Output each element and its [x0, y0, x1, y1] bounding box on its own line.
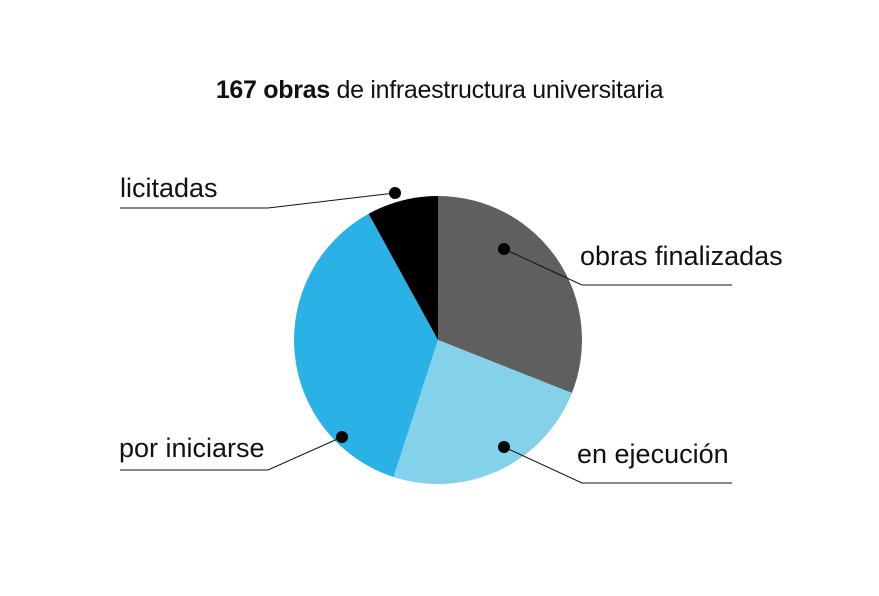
- callout-dot: [389, 187, 401, 199]
- pie-slice-2: [393, 340, 572, 484]
- slice-label: por iniciarse: [119, 433, 265, 463]
- callout-line: [503, 446, 732, 484]
- pie-slice-3: [294, 213, 438, 477]
- slice-label: en ejecución: [577, 439, 729, 469]
- chart-title-rest: de infraestructura universitaria: [329, 76, 664, 104]
- pie-slices: [294, 196, 583, 484]
- callout-dot: [498, 441, 510, 453]
- callout-dot: [336, 431, 348, 443]
- callout-line: [120, 192, 396, 209]
- callout-3: por iniciarse: [119, 431, 348, 471]
- slice-label: obras finalizadas: [580, 241, 783, 271]
- callout-4: licitadas: [120, 173, 401, 209]
- callout-1: obras finalizadas: [498, 241, 783, 286]
- pie-slice-1: [438, 196, 583, 394]
- chart-title: 167 obras de infraestructura universitar…: [0, 76, 879, 105]
- pie-slice-4: [368, 196, 438, 340]
- callout-dot: [498, 243, 510, 255]
- callout-line: [503, 248, 732, 286]
- slice-label: licitadas: [120, 173, 218, 203]
- chart-title-bold: 167 obras: [215, 76, 330, 104]
- callout-2: en ejecución: [498, 439, 732, 484]
- callout-line: [120, 436, 343, 471]
